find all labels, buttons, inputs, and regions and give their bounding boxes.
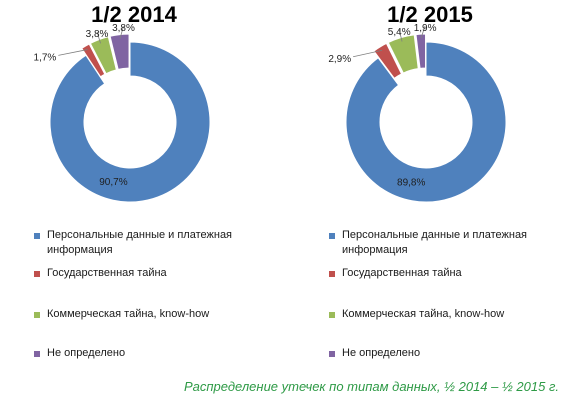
legend-label: Персональные данные и платежная информац… xyxy=(47,229,233,256)
data-label-state-secret: 2,9% xyxy=(328,54,351,65)
data-label-leader xyxy=(353,49,383,58)
donut-slice-undefined xyxy=(415,33,427,69)
donut-slice-state-secret xyxy=(373,42,403,80)
legend-label: Коммерческая тайна, know-how xyxy=(342,308,505,320)
legend-item-personal-data: Персональные данные и платежная информац… xyxy=(34,228,274,258)
legend-item-trade-secret: Коммерческая тайна, know-how xyxy=(34,307,274,322)
data-label-undefined: 1,9% xyxy=(414,23,437,34)
legend-swatch xyxy=(329,233,335,239)
donut-chart-2015: 89,8% 2,9% 5,4% 1,9% xyxy=(328,23,507,203)
data-label-state-secret: 1,7% xyxy=(34,52,57,63)
legend-item-undefined: Не определено xyxy=(329,346,569,361)
legend-label: Коммерческая тайна, know-how xyxy=(47,308,210,320)
figure-caption: Распределение утечек по типам данных, ½ … xyxy=(184,379,559,394)
legend-swatch xyxy=(329,351,335,357)
data-label-leader xyxy=(398,29,403,42)
data-label-undefined: 3,8% xyxy=(112,23,135,34)
donut-slice-personal-data xyxy=(49,41,211,203)
data-label-leader xyxy=(119,26,124,39)
chart-title-2015: 1/2 2015 xyxy=(387,2,473,27)
legend-swatch xyxy=(34,312,40,318)
legend-item-undefined: Не определено xyxy=(34,346,274,361)
legend-item-trade-secret: Коммерческая тайна, know-how xyxy=(329,307,569,322)
legend-label: Персональные данные и платежная информац… xyxy=(342,229,528,256)
legend-swatch xyxy=(329,312,335,318)
donut-chart-2014: 90,7% 1,7% 3,8%3,8% xyxy=(34,23,211,203)
donut-slice-trade-secret xyxy=(387,34,419,74)
chart-title-2014: 1/2 2014 xyxy=(91,2,177,27)
data-label-personal-data: 90,7% xyxy=(99,177,127,188)
data-label-trade-secret: 5,4% xyxy=(388,27,411,38)
legend-label: Государственная тайна xyxy=(342,267,462,279)
legend-label: Не определено xyxy=(342,347,421,359)
data-label-leader xyxy=(58,49,88,56)
data-label-trade-secret: 3,8% xyxy=(86,29,109,40)
data-label-leader xyxy=(420,25,426,39)
donut-slice-undefined xyxy=(109,33,130,70)
legend-swatch xyxy=(329,271,335,277)
legend-item-personal-data: Персональные данные и платежная информац… xyxy=(329,228,569,258)
data-label-leader xyxy=(96,31,101,44)
legend-item-state-secret: Государственная тайна xyxy=(34,266,274,281)
data-label-personal-data: 89,8% xyxy=(397,177,425,188)
donut-slice-state-secret xyxy=(81,43,106,78)
legend-swatch xyxy=(34,233,40,239)
donut-slice-trade-secret xyxy=(89,36,117,75)
donut-slice-personal-data xyxy=(345,41,507,203)
legend-label: Государственная тайна xyxy=(47,267,167,279)
legend-swatch xyxy=(34,351,40,357)
legend-label: Не определено xyxy=(47,347,126,359)
legend-swatch xyxy=(34,271,40,277)
legend-item-state-secret: Государственная тайна xyxy=(329,266,569,281)
